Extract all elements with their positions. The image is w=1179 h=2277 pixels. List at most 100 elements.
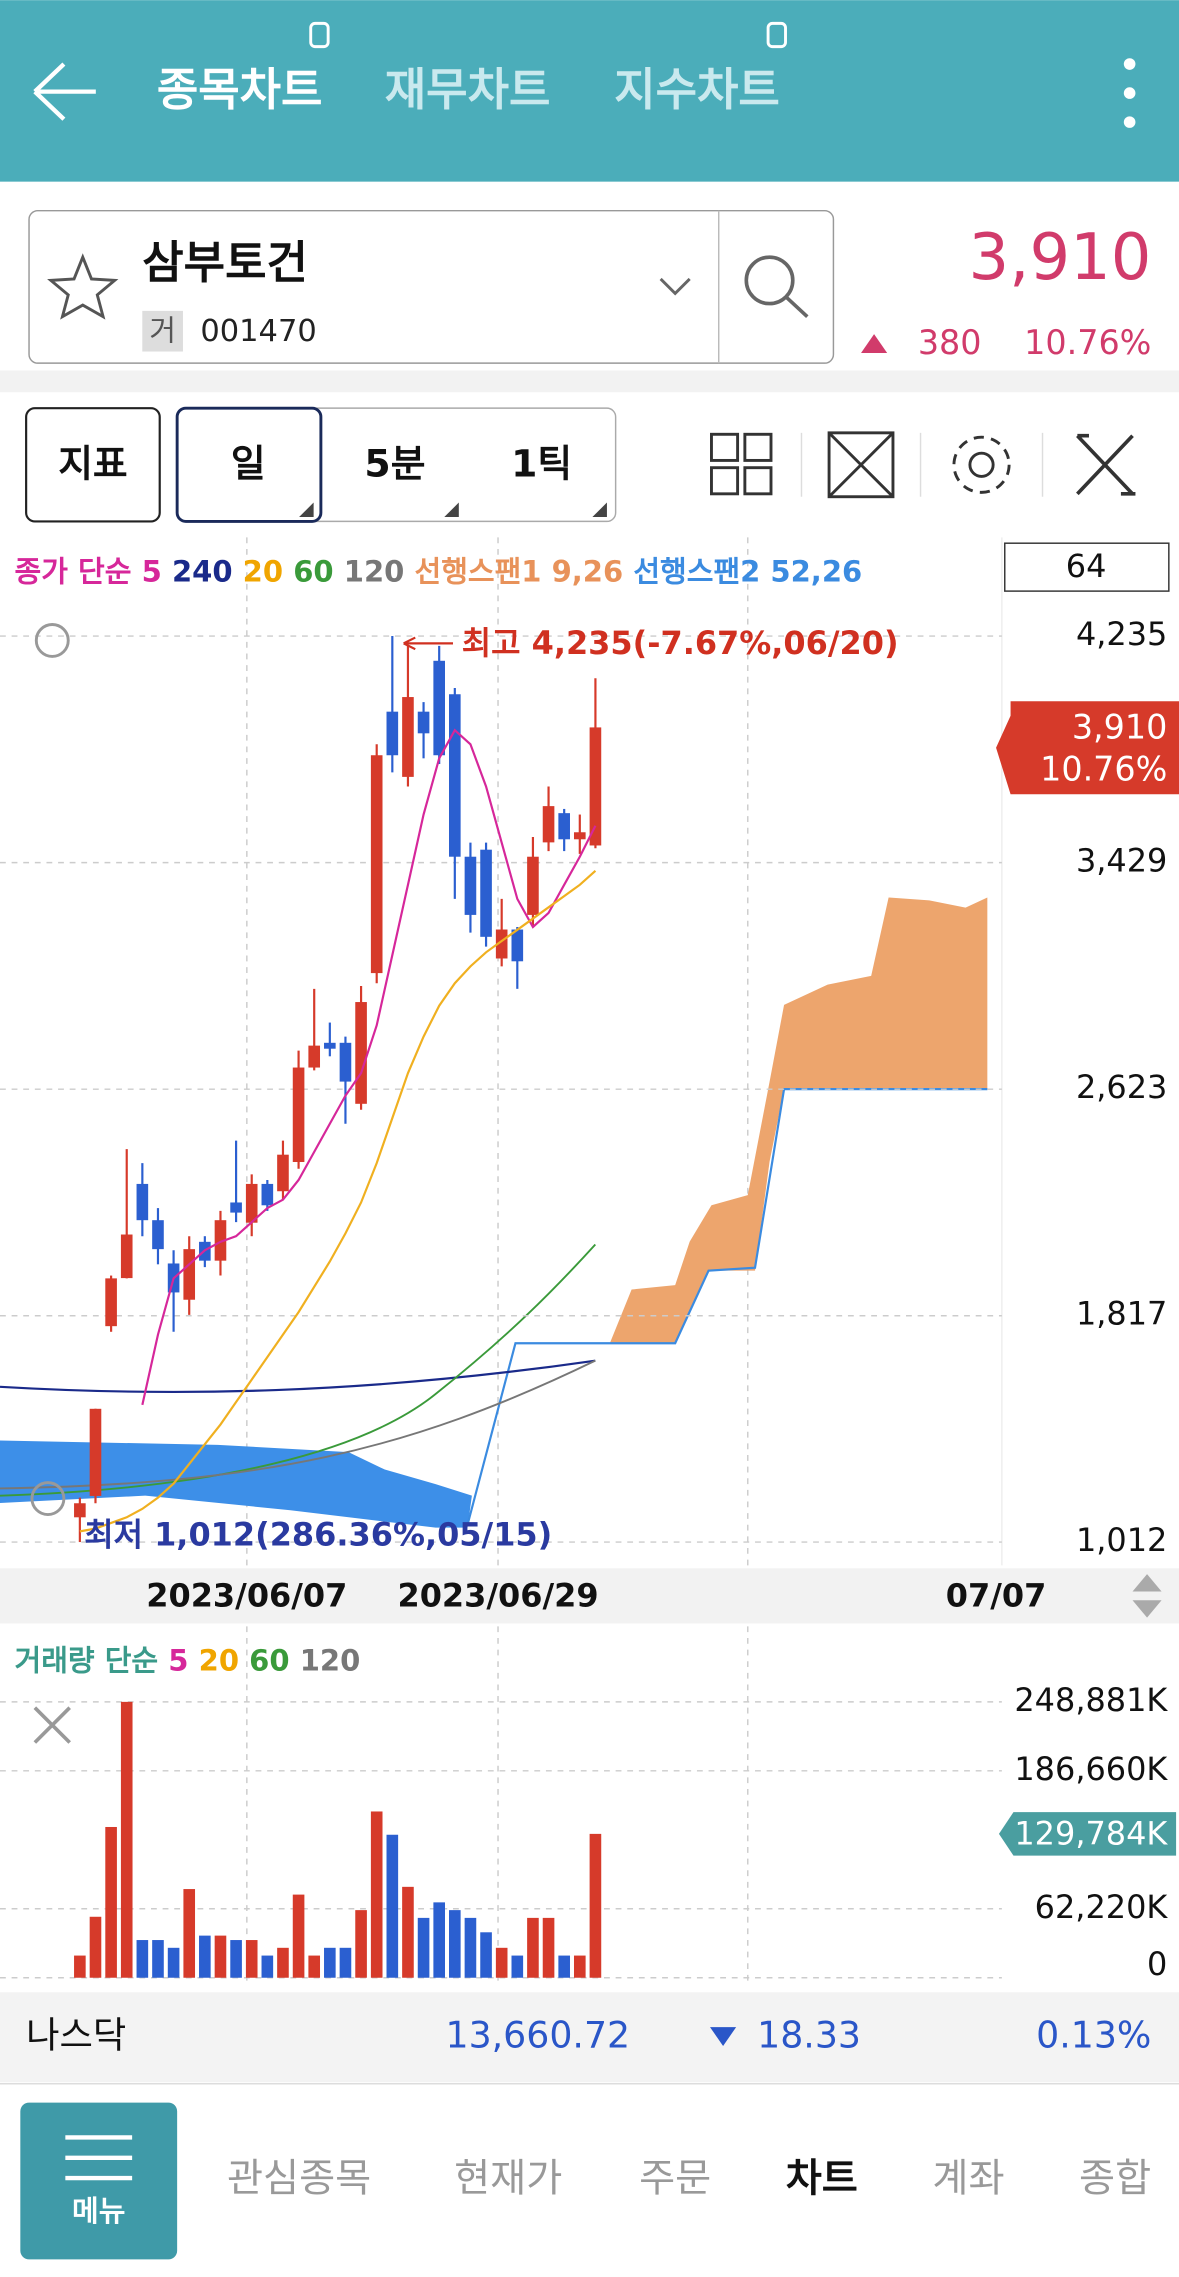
volume-tag-label: 129,784K <box>1014 1814 1168 1852</box>
y-tick-label: 248,881K <box>1014 1681 1168 1719</box>
y-tick-label: 4,235 <box>1076 615 1167 653</box>
volume-bar <box>511 1955 524 1978</box>
volume-bar <box>464 1917 477 1978</box>
date-label: 07/07 <box>946 1576 1047 1614</box>
tab[interactable]: 종목차트 <box>157 63 323 116</box>
button-label[interactable]: 1틱 <box>511 442 572 486</box>
close-volume[interactable] <box>33 1706 71 1744</box>
menu-button[interactable] <box>20 2102 178 2260</box>
button-label[interactable]: 5분 <box>364 442 425 486</box>
period-value: 64 <box>1066 547 1107 585</box>
volume-bar <box>292 1894 305 1978</box>
candle-body <box>542 806 555 843</box>
fullscreen-button[interactable] <box>827 431 895 499</box>
volume-bar <box>495 1947 508 1978</box>
tools-button[interactable] <box>1076 433 1136 496</box>
candle-body <box>245 1183 258 1223</box>
candle-body <box>324 1042 336 1049</box>
volume-bar <box>417 1917 430 1978</box>
candle-body <box>417 711 430 734</box>
y-tick-label: 186,660K <box>1014 1750 1168 1788</box>
separator <box>0 370 1179 393</box>
date-label: 2023/06/07 <box>146 1576 347 1614</box>
nav-item[interactable]: 현재가 <box>454 2157 562 2202</box>
tab[interactable]: 지수차트 <box>614 63 780 116</box>
tab[interactable]: 재무차트 <box>385 63 551 116</box>
high-annotation: 최고 4,235(-7.67%,06/20) <box>462 624 899 662</box>
volume-bar <box>589 1833 602 1978</box>
legend-item: 120 <box>344 555 405 589</box>
back-button[interactable] <box>33 62 96 121</box>
legend-item: 120 <box>300 1644 361 1678</box>
span2-line <box>466 1088 988 1526</box>
candle-body <box>370 755 383 974</box>
zoom-in[interactable] <box>34 623 70 658</box>
zoom-out[interactable] <box>30 1481 66 1517</box>
candle-body <box>386 711 399 756</box>
candle-body <box>480 849 492 937</box>
volume-bar <box>386 1834 399 1978</box>
v-grid <box>246 537 749 1983</box>
volume-bar <box>449 1910 461 1978</box>
y-tick-label: 3,429 <box>1076 842 1167 880</box>
nav-item[interactable]: 관심종목 <box>227 2157 371 2202</box>
volume-bar <box>261 1955 274 1978</box>
volume-bar <box>339 1947 352 1978</box>
cloud-up <box>609 897 988 1344</box>
nav-item[interactable]: 주문 <box>639 2157 711 2202</box>
legend-item: 종가 단순 <box>15 555 132 589</box>
layout-button[interactable] <box>710 432 773 496</box>
legend-item: 선행스팬1 9,26 <box>415 555 624 589</box>
legend-item: 60 <box>293 555 333 589</box>
volume-bar <box>558 1955 570 1978</box>
favorite-star[interactable] <box>47 253 119 320</box>
more-button[interactable] <box>1123 58 1136 128</box>
legend-item: 거래량 단순 <box>15 1644 159 1678</box>
down-arrow <box>710 2027 737 2046</box>
candle-body <box>527 856 539 915</box>
volume-tag <box>998 1812 1177 1856</box>
ticker-price: 13,660.72 <box>445 2013 630 2056</box>
dropdown[interactable] <box>659 277 691 296</box>
current-price: 3,910 <box>1072 707 1168 746</box>
volume-bar <box>324 1947 336 1978</box>
indicator-button[interactable] <box>25 407 161 523</box>
volume-bar <box>527 1917 539 1978</box>
candle-body <box>152 1220 164 1250</box>
volume-bar <box>355 1910 367 1978</box>
candle-body <box>105 1278 117 1327</box>
volume-bar <box>167 1947 180 1978</box>
candle-body <box>355 1002 367 1104</box>
stock-box[interactable] <box>28 209 835 364</box>
legend-item: 240 <box>172 555 233 589</box>
nav-item[interactable]: 계좌 <box>932 2157 1004 2202</box>
ticker-name: 나스닥 <box>26 2013 126 2056</box>
volume-bar <box>370 1811 383 1978</box>
nav-item[interactable]: 차트 <box>786 2157 858 2202</box>
volume-bar <box>308 1955 321 1978</box>
volume-bar <box>120 1701 133 1978</box>
settings-button[interactable] <box>952 435 1011 494</box>
ma120-line <box>0 1359 596 1490</box>
volume-bar <box>433 1902 445 1978</box>
market-badge <box>142 310 183 352</box>
volume-bar <box>183 1889 196 1978</box>
header-bar <box>0 0 1179 182</box>
ma-line <box>79 869 597 1533</box>
stock-code: 001470 <box>200 314 316 349</box>
candle-body <box>449 694 461 857</box>
menu-label: 메뉴 <box>72 2194 125 2228</box>
legend-item: 20 <box>243 555 283 589</box>
scroll-arrows[interactable] <box>1132 1574 1162 1618</box>
candle-body <box>573 832 586 840</box>
volume-bar <box>245 1940 258 1978</box>
nav-item[interactable]: 종합 <box>1079 2157 1151 2202</box>
period-selected[interactable] <box>175 406 323 523</box>
y-tick-label: 62,220K <box>1035 1888 1169 1926</box>
candle-body <box>277 1154 289 1192</box>
volume-bar <box>480 1932 492 1978</box>
search-button[interactable] <box>744 255 809 319</box>
volume-bar <box>573 1955 586 1978</box>
candle-body <box>339 1042 352 1082</box>
stock-price: 3,910 <box>969 221 1152 295</box>
